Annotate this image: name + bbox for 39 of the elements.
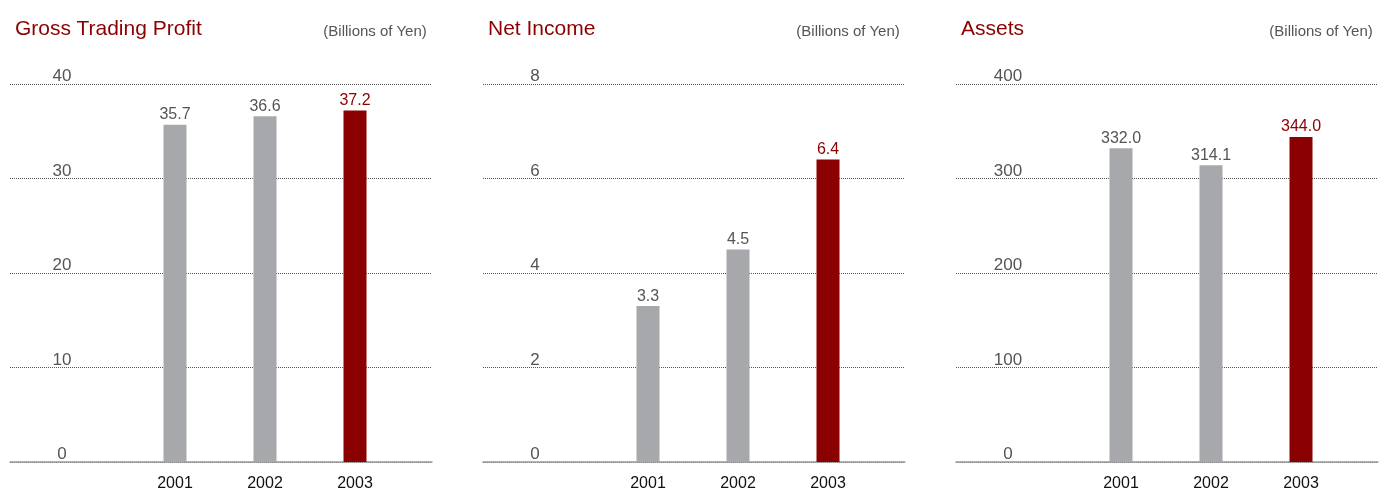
x-tick-label: 2003 [337,473,373,490]
data-label: 332.0 [1100,128,1142,146]
data-label: 344.0 [1280,117,1322,135]
y-tick-label: 6 [530,160,540,180]
chart-subtitle: (Billions of Yen) [1269,22,1373,39]
chart-title: Net Income [488,16,596,39]
data-label: 4.5 [726,229,750,247]
data-label: 35.7 [159,105,191,123]
y-tick-label: 4 [530,255,540,274]
x-tick-label: 2002 [247,473,283,490]
data-label: 6.4 [816,140,840,158]
chart-title: Gross Trading Profit [15,16,202,39]
y-tick-label: 10 [52,349,72,369]
chart-subtitle: (Billions of Yen) [796,22,900,39]
chart-subtitle: (Billions of Yen) [323,22,427,39]
x-tick-label: 2003 [810,473,846,490]
y-tick-label: 0 [1003,444,1013,463]
y-tick-label: 8 [530,66,540,85]
x-tick-label: 2003 [1283,473,1319,490]
y-tick-label: 2 [530,349,540,369]
x-tick-label: 2001 [630,473,666,490]
data-label: 314.1 [1190,145,1232,163]
y-tick-label: 100 [993,349,1023,369]
x-tick-label: 2002 [1193,473,1229,490]
data-label: 37.2 [339,90,371,108]
data-label: 3.3 [636,286,660,304]
y-tick-label: 20 [52,255,72,274]
x-tick-label: 2001 [1103,473,1139,490]
y-tick-label: 200 [993,255,1023,274]
y-tick-label: 400 [993,66,1023,85]
y-tick-label: 0 [57,444,67,463]
y-tick-label: 30 [52,160,72,180]
x-tick-label: 2001 [157,473,193,490]
chart-title: Assets [961,16,1025,39]
x-tick-label: 2002 [720,473,756,490]
y-tick-label: 40 [52,66,72,85]
y-tick-label: 0 [530,444,540,463]
data-label: 36.6 [249,96,281,114]
y-tick-label: 300 [993,160,1023,180]
